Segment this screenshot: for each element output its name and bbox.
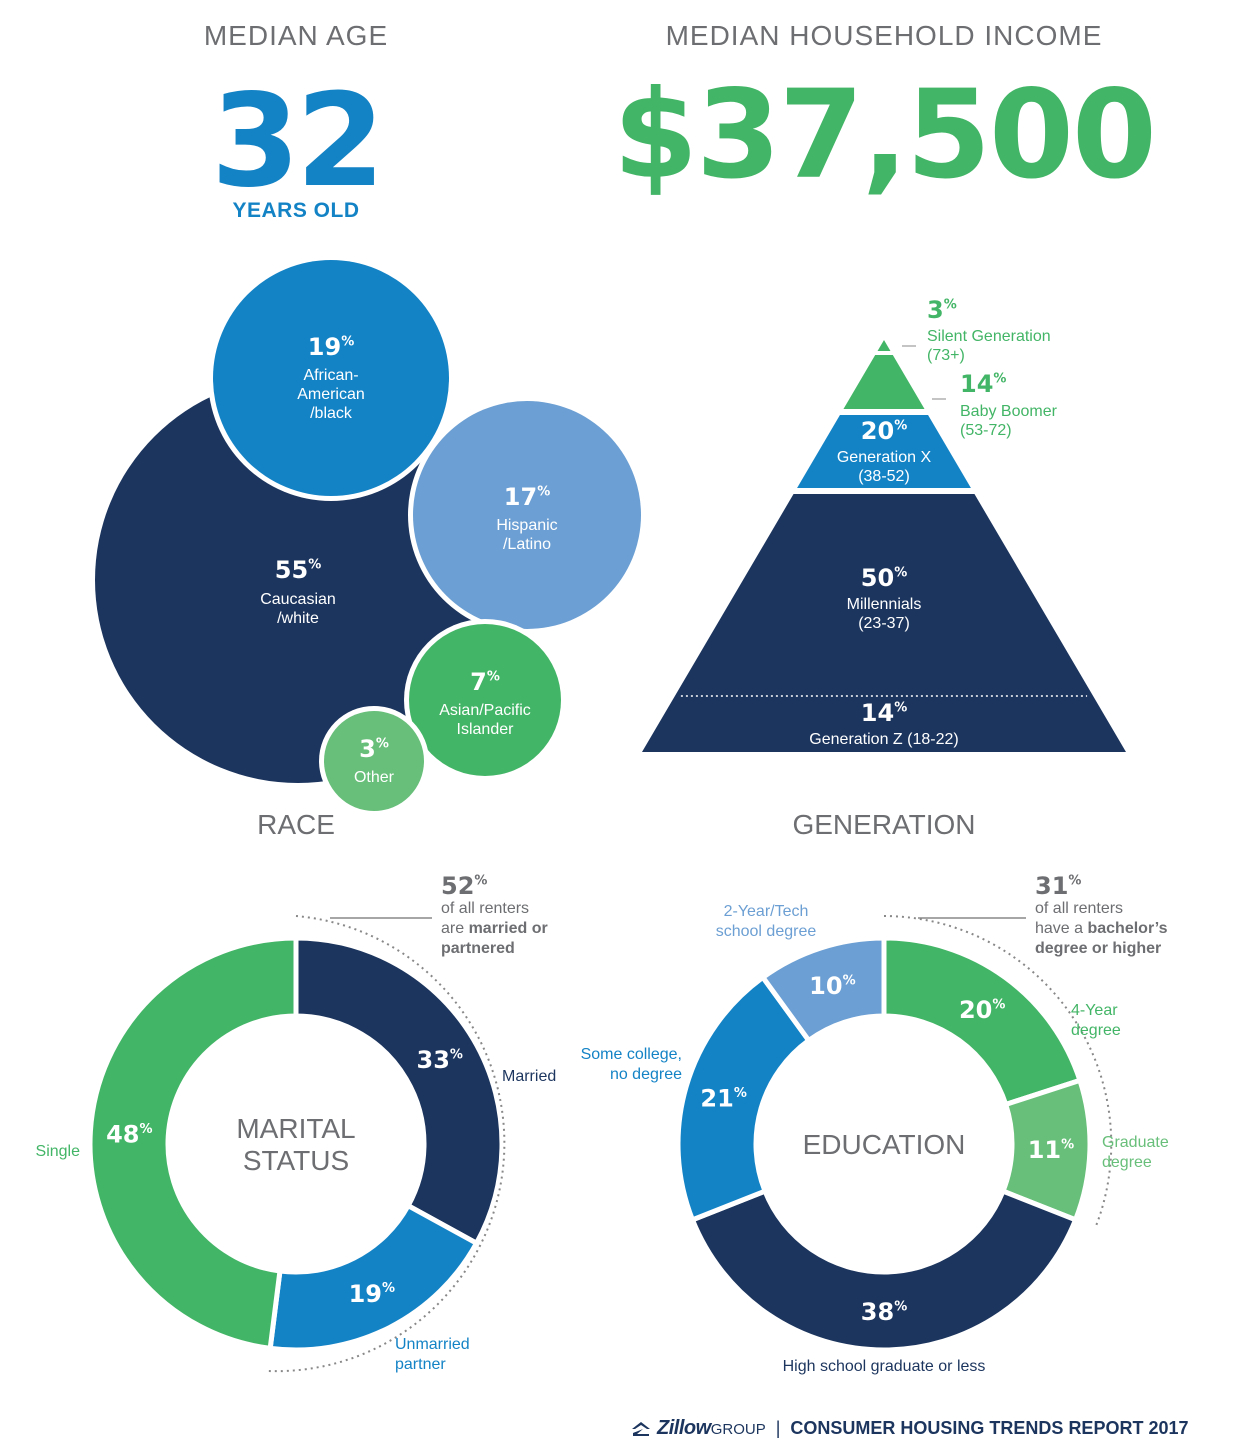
footer-brand-suffix: GROUP: [710, 1421, 766, 1438]
marital-segment-value: 19%: [349, 1280, 395, 1308]
generation-title: GENERATION: [792, 809, 975, 840]
race-bubble-label-line: /Latino: [503, 536, 551, 553]
education-callout-value: 31%: [1035, 872, 1081, 900]
generation-millennials-label: Millennials: [847, 596, 922, 613]
generation-silent-value: 3%: [927, 296, 957, 324]
race-bubble-label-line: Other: [354, 769, 395, 786]
marital-title: MARITAL: [236, 1113, 355, 1144]
footer: ZillowGROUP | CONSUMER HOUSING TRENDS RE…: [630, 1417, 1189, 1440]
generation-silent-label: Silent Generation: [927, 328, 1051, 345]
median-age-value: 32: [210, 67, 385, 216]
race-bubble-value: 3%: [359, 735, 389, 763]
race-bubble-label-line: /black: [310, 405, 353, 422]
marital-segment-value: 48%: [106, 1121, 152, 1149]
race-bubble-label-line: Hispanic: [496, 517, 557, 534]
race-bubble-value: 7%: [470, 668, 500, 696]
generation-genz-value: 14%: [861, 699, 907, 727]
race-bubble: [213, 260, 449, 496]
generation-millennials-value: 50%: [861, 564, 907, 592]
footer-brand: Zillow: [657, 1417, 711, 1439]
median-age-label: MEDIAN AGE: [203, 20, 389, 51]
education-callout-text: of all renters: [1035, 900, 1123, 917]
education-segment: [759, 935, 887, 1044]
education-highschool-label: High school graduate or less: [783, 1358, 986, 1375]
education-graduate-label-line: degree: [1102, 1154, 1152, 1171]
race-bubble: [324, 711, 424, 811]
marital-callout-text: are married or: [441, 920, 548, 937]
race-bubble-label-line: Caucasian: [260, 591, 336, 608]
generation-genx-value: 20%: [861, 417, 907, 445]
marital-title: STATUS: [243, 1145, 349, 1176]
education-segment: [675, 973, 813, 1224]
marital-callout-text: of all renters: [441, 900, 529, 917]
generation-boomer-range: (53-72): [960, 422, 1012, 439]
education-segment-value: 11%: [1028, 1136, 1074, 1164]
marital-unmarried-label-line: Unmarried: [395, 1336, 470, 1353]
marital-segment: [267, 1202, 480, 1353]
education-somecollege-label-line: no degree: [610, 1066, 682, 1083]
education-2year-label-line: 2-Year/Tech: [724, 903, 809, 920]
education-callout-text: have a bachelor’s: [1035, 920, 1168, 937]
education-segment-value: 38%: [861, 1298, 907, 1326]
median-income-label: MEDIAN HOUSEHOLD INCOME: [665, 20, 1103, 51]
marital-bracket: [267, 915, 506, 1373]
race-bubble-value: 19%: [308, 333, 354, 361]
race-bubble-label-line: /white: [277, 610, 319, 627]
generation-band: [797, 415, 971, 488]
generation-band: [642, 696, 1126, 752]
marital-segment-value: 33%: [417, 1046, 463, 1074]
education-segment-value: 20%: [959, 996, 1005, 1024]
race-bubble-label-line: American: [297, 386, 365, 403]
generation-silent-range: (73+): [927, 347, 965, 364]
race-bubble-value: 17%: [504, 483, 550, 511]
generation-genz-label: Generation Z (18-22): [809, 731, 958, 748]
race-title: RACE: [257, 809, 335, 840]
marital-callout-value: 52%: [441, 872, 487, 900]
median-age-unit: YEARS OLD: [232, 199, 360, 222]
race-bubble: [413, 401, 641, 629]
education-graduate-label-line: Graduate: [1102, 1134, 1169, 1151]
footer-separator: |: [775, 1418, 781, 1438]
generation-band: [843, 355, 925, 409]
marital-segment: [87, 935, 299, 1352]
marital-callout-text: partnered: [441, 940, 515, 957]
education-segment-value: 21%: [700, 1084, 746, 1112]
education-somecollege-label-line: Some college,: [581, 1046, 682, 1063]
generation-band: [674, 494, 1094, 696]
marital-segment: [293, 935, 505, 1247]
education-callout-text: degree or higher: [1035, 940, 1161, 957]
education-title: EDUCATION: [803, 1129, 966, 1160]
race-bubble-label-line: Asian/Pacific: [439, 702, 531, 719]
race-bubble: [409, 624, 561, 776]
race-bubble-label-line: African-: [303, 367, 358, 384]
education-2year-label-line: school degree: [716, 923, 817, 940]
education-4year-label-line: 4-Year: [1071, 1002, 1118, 1019]
zillow-logo-icon: [630, 1420, 652, 1436]
median-income-value: $37,500: [613, 64, 1157, 206]
marital-single-label: Single: [36, 1143, 81, 1160]
generation-boomer-label: Baby Boomer: [960, 403, 1058, 420]
marital-unmarried-label-line: partner: [395, 1356, 446, 1373]
generation-genx-range: (38-52): [858, 468, 910, 485]
education-segment: [689, 1187, 1079, 1353]
education-segment-value: 10%: [809, 972, 855, 1000]
marital-married-label: Married: [502, 1068, 556, 1085]
footer-report-title: CONSUMER HOUSING TRENDS REPORT 2017: [790, 1418, 1189, 1438]
generation-millennials-range: (23-37): [858, 615, 910, 632]
race-bubble-label-line: Islander: [457, 721, 515, 738]
generation-genx-label: Generation X: [837, 449, 932, 466]
race-bubble-value: 55%: [275, 556, 321, 584]
education-4year-label-line: degree: [1071, 1022, 1121, 1039]
generation-boomer-value: 14%: [960, 370, 1006, 398]
generation-band: [877, 340, 891, 351]
